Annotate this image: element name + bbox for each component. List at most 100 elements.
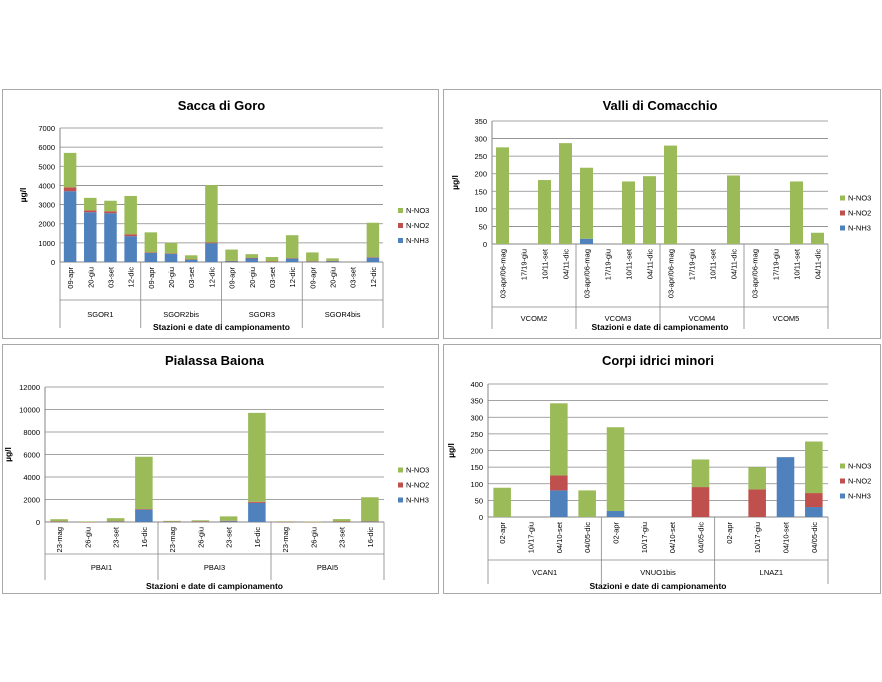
bar-sgor4bis-12-dic-n-no2 [366,257,380,258]
y-axis-title: µg/l [450,175,460,190]
x-tick-label-sgor3-20-giu: 20-giu [248,267,257,288]
legend-label-n-no2: N-NO2 [848,209,871,218]
y-tick-label-8000: 8000 [23,428,40,437]
bar-pbai5-26-giu-n-no3 [304,521,323,523]
legend-swatch-n-nh3 [840,225,845,231]
x-tick-label-pbai3-23-set: 23-set [225,526,234,548]
y-tick-label-7000: 7000 [38,124,55,133]
chart-panel-pialassa-baiona: Pialassa Baiona 0 2000 4000 6000 8000 10000 120… [2,344,439,594]
bar-pbai1-23-set-n-no2 [106,521,125,522]
x-tick-label-pbai1-23-set: 23-set [112,526,121,548]
bar-sgor2bis-20-giu-n-no2 [164,253,178,254]
legend-label-n-nh3: N-NH3 [848,492,871,501]
legend-swatch-n-no3 [840,463,845,469]
y-tick-label-1000: 1000 [38,239,55,248]
x-tick-label-vcan1-02-apr: 02-apr [498,522,507,544]
bar-sgor1-20-giu-n-no2 [84,210,97,213]
y-tick-label-50: 50 [479,222,487,231]
x-axis-title: Stazioni e date di campionamento [592,322,729,332]
bar-sgor3-12-dic-n-no2 [285,258,299,259]
x-tick-label-sgor3-09-apr: 09-apr [228,267,237,289]
x-tick-label-pbai3-23-mag: 23-mag [168,527,177,552]
legend-swatch-n-nh3 [398,238,403,243]
bar-sgor1-12-dic-n-nh3 [124,236,137,262]
x-tick-label-vcom4-04-11-dic: 04/11-dic [730,249,739,280]
x-tick-label-vcom3-17-19-giu: 17/19-giu [604,249,613,280]
bar-vnuo1bis-04-05-dic-n-no3 [691,459,710,488]
x-tick-label-lnaz1-04-10-set: 04/10-set [782,521,791,553]
x-tick-label-sgor1-12-dic: 12-dic [127,267,136,288]
group-label-vcom4: VCOM4 [689,314,716,323]
legend-label-n-nh3: N-NH3 [406,496,429,505]
bar-pbai3-23-mag-n-no2 [163,521,181,523]
y-tick-label-200: 200 [470,447,483,456]
bar-vcom5-04-11-dic-n-no3 [810,232,825,244]
bar-vcan1-04-10-set-n-nh3 [550,490,568,517]
y-tick-label-3000: 3000 [38,201,55,210]
y-tick-label-300: 300 [474,135,487,144]
bar-pbai1-23-mag-n-no3 [50,519,68,522]
x-tick-label-vcom2-03-apr-06-mag: 03-apr/06-mag [499,249,508,298]
bar-vcom3-10-11-set-n-no3 [621,181,636,244]
legend-swatch-n-no2 [840,210,845,216]
x-tick-label-sgor4bis-03-set: 03-set [349,266,358,288]
bar-pbai1-26-giu-n-no2 [78,521,97,523]
bar-sgor4bis-20-giu-n-no3 [326,258,339,261]
x-tick-label-vcom3-03-apr-06-mag: 03-apr/06-mag [583,249,592,298]
x-tick-label-sgor2bis-20-giu: 20-giu [167,267,176,288]
legend-label-n-nh3: N-NH3 [848,224,871,233]
group-label-sgor4bis: SGOR4bis [325,310,361,319]
bar-sgor4bis-12-dic-n-nh3 [366,257,380,262]
x-tick-label-pbai3-16-dic: 16-dic [253,527,262,548]
bar-sgor4bis-20-giu-n-nh3 [326,261,339,262]
chart-title: Valli di Comacchio [603,98,718,113]
x-tick-label-sgor4bis-09-apr: 09-apr [308,267,317,289]
bar-sgor2bis-20-giu-n-no3 [164,242,178,254]
x-tick-label-sgor1-09-apr: 09-apr [66,267,75,289]
x-tick-label-lnaz1-02-apr: 02-apr [725,522,734,544]
x-tick-label-vcom5-03-apr-06-mag: 03-apr/06-mag [751,249,760,298]
x-tick-label-sgor2bis-03-set: 03-set [187,266,196,288]
bar-sgor2bis-09-apr-n-nh3 [144,252,158,262]
bar-lnaz1-10-17-giu-n-no2 [748,489,766,517]
bar-sgor2bis-20-giu-n-nh3 [164,253,178,262]
y-tick-label-0: 0 [36,518,40,527]
legend-label-n-no2: N-NO2 [406,221,429,230]
bar-pbai1-23-set-n-nh3 [106,521,125,522]
bar-sgor3-20-giu-n-no3 [245,254,259,258]
legend-label-n-no2: N-NO2 [406,481,429,490]
x-tick-label-lnaz1-04-05-dic: 04/05-dic [810,522,819,553]
group-label-lnaz1: LNAZ1 [760,568,783,577]
y-tick-label-100: 100 [474,205,487,214]
y-tick-label-2000: 2000 [38,220,55,229]
bar-sgor4bis-09-apr-n-no2 [306,261,319,262]
bar-pbai3-26-giu-n-no2 [191,521,210,522]
x-tick-label-vcom4-10-11-set: 10/11-set [709,248,718,280]
group-label-pbai3: PBAI3 [204,563,225,572]
chart-svg-sacca-di-goro: Sacca di Goro 0 1000 2000 3000 4000 5000 6000 70… [18,98,429,332]
x-tick-label-vcom3-04-11-dic: 04/11-dic [646,249,655,280]
x-tick-label-pbai1-26-giu: 26-giu [83,527,92,548]
y-axis-title: µg/l [18,188,28,203]
bar-vcom4-03-apr-06-mag-n-no3 [663,145,678,244]
y-tick-label-150: 150 [474,187,487,196]
bar-lnaz1-04-05-dic-n-nh3 [805,507,823,517]
bar-sgor1-09-apr-n-no2 [63,187,77,192]
x-tick-label-sgor4bis-20-giu: 20-giu [329,267,338,288]
bar-pbai3-23-set-n-nh3 [219,521,238,522]
bar-sgor1-12-dic-n-no2 [124,234,137,237]
chart-panel-corpi-idrici-minori: Corpi idrici minori 0 50 100 150 200 250 300 350… [443,344,881,594]
group-label-sgor1: SGOR1 [87,310,113,319]
x-tick-label-pbai5-26-giu: 26-giu [309,527,318,548]
y-tick-label-0: 0 [479,513,483,522]
y-axis-title: µg/l [446,443,456,458]
legend-swatch-n-nh3 [398,497,403,503]
bar-pbai3-23-mag-n-no3 [163,520,181,522]
bar-lnaz1-04-05-dic-n-no3 [805,441,823,494]
legend-label-n-no3: N-NO3 [406,466,429,475]
bar-pbai5-16-dic-n-nh3 [361,521,379,522]
bar-sgor1-20-giu-n-no3 [84,197,97,211]
y-tick-label-200: 200 [474,170,487,179]
x-tick-label-vnuo1bis-04-10-set: 04/10-set [668,521,677,553]
bar-sgor1-03-set-n-no3 [104,200,117,212]
